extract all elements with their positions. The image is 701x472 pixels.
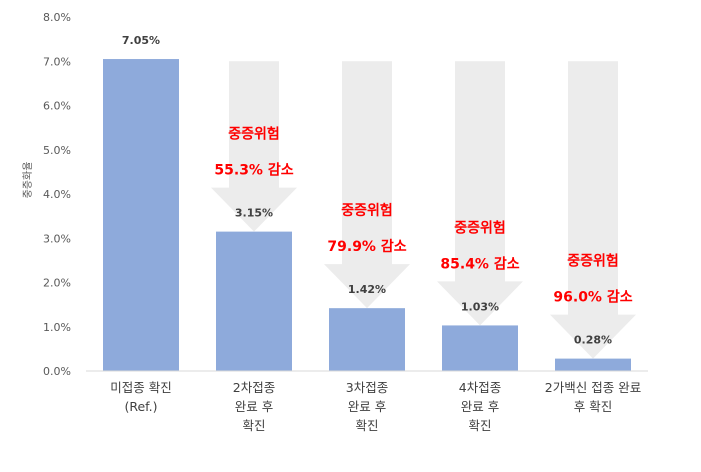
y-tick-label: 5.0% xyxy=(43,144,71,157)
category-label: 후 확진 xyxy=(574,399,612,414)
data-label: 3.15% xyxy=(235,207,273,220)
bar xyxy=(216,231,292,371)
data-label: 1.03% xyxy=(461,300,499,313)
category-label: 확진 xyxy=(468,418,491,433)
annotation-text: 96.0% 감소 xyxy=(553,289,632,306)
annotation-text: 79.9% 감소 xyxy=(327,238,406,255)
reduction-arrow xyxy=(437,61,523,326)
annotation-text: 85.4% 감소 xyxy=(440,255,519,272)
bar xyxy=(555,358,631,371)
category-label: 확진 xyxy=(355,418,378,433)
data-label: 0.28% xyxy=(574,334,612,347)
category-label: 4차접종 xyxy=(459,380,501,395)
y-tick-label: 1.0% xyxy=(43,321,71,334)
category-label: 완료 후 xyxy=(235,399,273,414)
annotation-text: 중증위험 xyxy=(341,202,393,219)
reduction-arrow xyxy=(211,61,297,232)
category-label: 완료 후 xyxy=(461,399,499,414)
data-labels: 7.05% 3.15% 1.42% 1.03% 0.28% xyxy=(122,34,612,347)
annotation-text: 중증위험 xyxy=(228,126,280,143)
reduction-arrow xyxy=(550,61,636,359)
category-label: (Ref.) xyxy=(124,399,157,414)
y-tick-label: 6.0% xyxy=(43,100,71,113)
y-tick-label: 0.0% xyxy=(43,365,71,378)
category-label: 2차접종 xyxy=(233,380,275,395)
bars xyxy=(103,59,631,371)
y-axis-label: 중증화율 xyxy=(22,162,34,199)
bar xyxy=(329,308,405,371)
bar xyxy=(103,59,179,371)
reduction-arrow xyxy=(324,61,410,309)
y-tick-label: 3.0% xyxy=(43,232,71,245)
annotation-text: 중증위험 xyxy=(454,219,506,236)
data-label: 1.42% xyxy=(348,283,386,296)
y-tick-label: 7.0% xyxy=(43,55,71,68)
annotation-text: 중증위험 xyxy=(567,253,619,270)
y-tick-label: 8.0% xyxy=(43,11,71,24)
category-label: 3차접종 xyxy=(346,380,388,395)
y-axis-ticks: 0.0% 1.0% 2.0% 3.0% 4.0% 5.0% 6.0% 7.0% 8.0% xyxy=(43,11,71,378)
bar xyxy=(442,325,518,371)
reduction-arrows xyxy=(211,61,636,359)
annotation-text: 55.3% 감소 xyxy=(214,162,293,179)
y-tick-label: 4.0% xyxy=(43,188,71,201)
y-tick-label: 2.0% xyxy=(43,277,71,290)
category-label: 확진 xyxy=(242,418,265,433)
category-label: 미접종 확진 xyxy=(110,380,171,395)
category-label: 완료 후 xyxy=(348,399,386,414)
category-label: 2가백신 접종 완료 xyxy=(545,380,641,395)
data-label: 7.05% xyxy=(122,34,160,47)
